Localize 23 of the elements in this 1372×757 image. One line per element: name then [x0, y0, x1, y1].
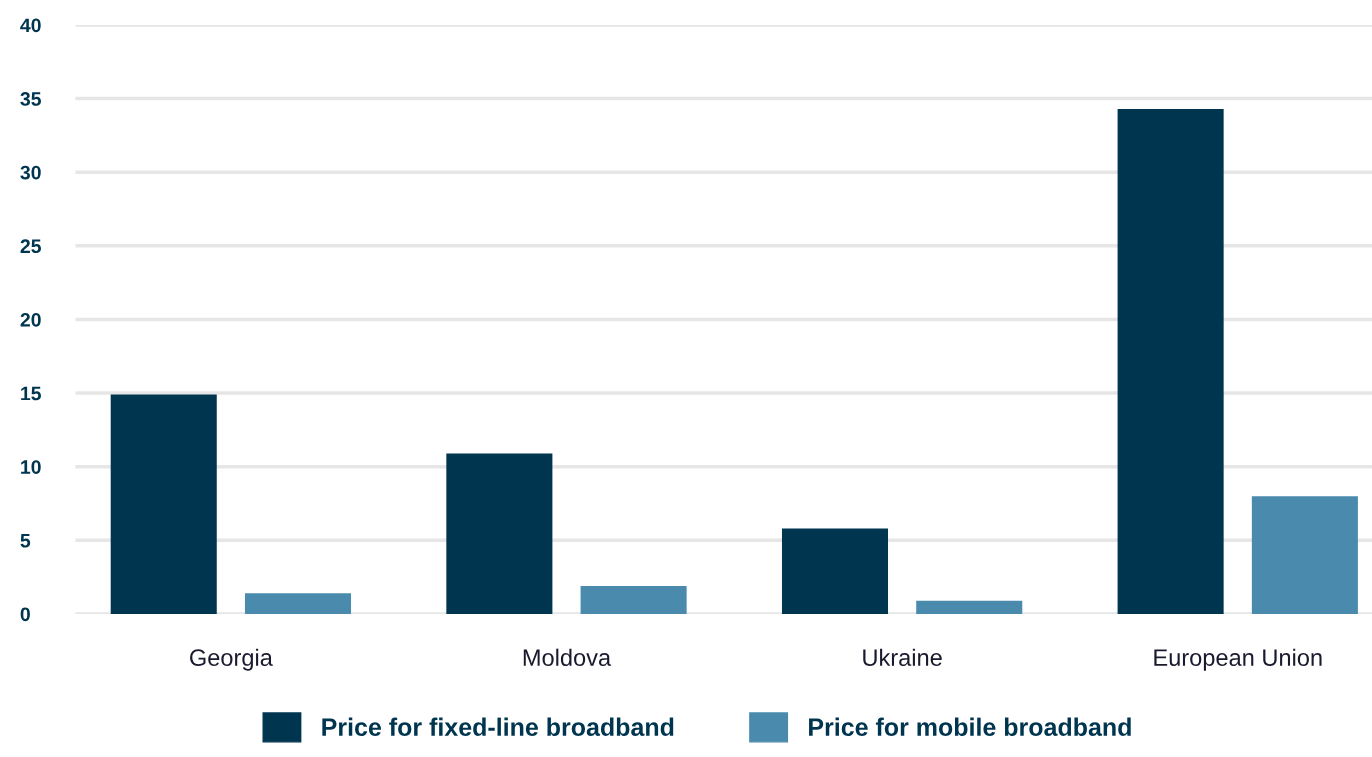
y-tick-label: 30 [20, 165, 41, 180]
bar [110, 394, 217, 614]
x-tick-label: Georgia [190, 648, 273, 671]
x-tick-label: Moldova [523, 648, 612, 666]
y-tick-label: 40 [20, 18, 41, 33]
bar [781, 528, 889, 614]
legend-label: Price for mobile broadband [809, 717, 1131, 736]
y-tick-label: 5 [20, 533, 31, 548]
bar [1251, 496, 1358, 614]
x-tick-label: Ukraine [863, 648, 942, 666]
y-tick-label: 35 [20, 92, 41, 106]
bar [446, 453, 553, 614]
legend-label: Price for fixed-line broadband [322, 717, 674, 736]
y-tick-label: 25 [20, 239, 41, 254]
bar [916, 600, 1023, 614]
y-tick-label: 0 [20, 607, 30, 622]
y-tick-label: 20 [20, 312, 41, 327]
bar [1117, 108, 1224, 614]
bar [244, 593, 352, 614]
y-tick-label: 15 [21, 386, 41, 401]
y-tick-label: 10 [21, 460, 41, 474]
bar [580, 585, 687, 614]
x-tick-label: European Union [1154, 648, 1322, 671]
